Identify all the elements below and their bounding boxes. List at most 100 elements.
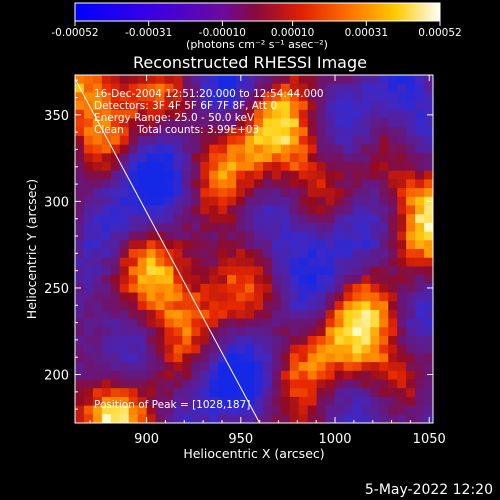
heatmap-cell	[155, 318, 166, 328]
heatmap-cell	[173, 379, 183, 389]
heatmap-cell	[379, 205, 389, 215]
heatmap-cell	[388, 135, 398, 146]
heatmap-cell	[146, 249, 157, 259]
heatmap-cell	[254, 205, 264, 215]
heatmap-cell	[307, 292, 318, 302]
heatmap-cell	[397, 249, 407, 259]
heatmap-cell	[334, 344, 345, 354]
heatmap-cell	[271, 388, 282, 398]
heatmap-cell	[75, 118, 85, 128]
heatmap-cell	[92, 309, 103, 320]
heatmap-cell	[191, 292, 201, 302]
heatmap-cell	[361, 188, 371, 198]
heatmap-cell	[182, 266, 192, 276]
heatmap-cell	[245, 135, 255, 146]
heatmap-cell	[298, 353, 309, 363]
heatmap-cell	[271, 353, 282, 363]
heatmap-cell	[83, 205, 94, 215]
heatmap-cell	[236, 127, 246, 137]
heatmap-cell	[101, 301, 112, 311]
heatmap-cell	[164, 318, 175, 328]
heatmap-cell	[316, 388, 327, 398]
heatmap-cell	[92, 205, 103, 215]
heatmap-cell	[298, 344, 309, 354]
heatmap-cell	[298, 379, 309, 389]
heatmap-cell	[110, 405, 121, 415]
heatmap-cell	[191, 405, 201, 415]
heatmap-cell	[191, 83, 201, 93]
heatmap-cell	[173, 205, 183, 215]
heatmap-cell	[262, 309, 273, 320]
heatmap-cell	[334, 222, 345, 233]
heatmap-cell	[254, 144, 264, 154]
heatmap-cell	[155, 275, 166, 285]
heatmap-cell	[137, 205, 148, 215]
heatmap-cell	[101, 379, 112, 389]
heatmap-cell	[83, 153, 94, 163]
heatmap-cell	[361, 196, 371, 207]
y-tick-label: 300	[44, 195, 69, 210]
heatmap-cell	[182, 275, 192, 285]
heatmap-cell	[424, 92, 433, 102]
heatmap-cell	[200, 83, 210, 93]
heatmap-cell	[182, 414, 192, 423]
heatmap-cell	[307, 240, 318, 250]
heatmap-cell	[146, 353, 157, 363]
heatmap-cell	[119, 196, 130, 207]
heatmap-cell	[415, 283, 425, 294]
heatmap-cell	[173, 301, 183, 311]
heatmap-cell	[182, 205, 192, 215]
heatmap-cell	[92, 370, 103, 381]
heatmap-cell	[101, 92, 112, 102]
heatmap-cell	[209, 292, 219, 302]
heatmap-cell	[209, 257, 219, 267]
heatmap-cell	[128, 83, 139, 93]
heatmap-cell	[379, 362, 389, 372]
heatmap-cell	[191, 205, 201, 215]
heatmap-cell	[316, 101, 327, 111]
heatmap-cell	[388, 301, 398, 311]
heatmap-cell	[352, 109, 362, 120]
heatmap-cell	[227, 196, 237, 207]
heatmap-cell	[92, 292, 103, 302]
heatmap-cell	[334, 75, 345, 85]
heatmap-cell	[415, 214, 425, 224]
heatmap-cell	[325, 283, 336, 294]
heatmap-cell	[352, 388, 362, 398]
heatmap-cell	[334, 109, 345, 120]
heatmap-cell	[155, 118, 166, 128]
heatmap-cell	[227, 275, 237, 285]
heatmap-cell	[334, 153, 345, 163]
heatmap-cell	[227, 283, 237, 294]
heatmap-cell	[316, 344, 327, 354]
heatmap-cell	[298, 266, 309, 276]
heatmap-cell	[379, 283, 389, 294]
heatmap-cell	[75, 266, 85, 276]
heatmap-cell	[92, 214, 103, 224]
heatmap-cell	[209, 327, 219, 337]
heatmap-cell	[298, 370, 309, 381]
heatmap-cell	[245, 162, 255, 172]
heatmap-cell	[307, 396, 318, 407]
heatmap-cell	[271, 344, 282, 354]
heatmap-cell	[110, 301, 121, 311]
heatmap-cell	[245, 222, 255, 233]
heatmap-cell	[334, 144, 345, 154]
heatmap-cell	[388, 379, 398, 389]
heatmap-cell	[334, 214, 345, 224]
heatmap-cell	[352, 327, 362, 337]
heatmap-cell	[227, 353, 237, 363]
heatmap-cell	[128, 196, 139, 207]
heatmap-cell	[236, 318, 246, 328]
heatmap-cell	[289, 249, 300, 259]
heatmap-cell	[406, 214, 416, 224]
heatmap-cell	[415, 135, 425, 146]
heatmap-cell	[128, 153, 139, 163]
heatmap-cell	[406, 135, 416, 146]
heatmap-cell	[155, 109, 166, 120]
heatmap-cell	[227, 327, 237, 337]
heatmap-cell	[137, 353, 148, 363]
heatmap-cell	[236, 405, 246, 415]
heatmap-cell	[343, 240, 354, 250]
heatmap-cell	[137, 196, 148, 207]
